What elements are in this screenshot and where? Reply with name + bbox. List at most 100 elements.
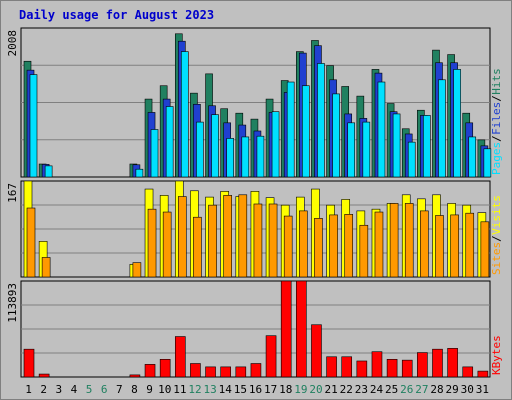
- kbytes-bar-kbytes: [205, 366, 216, 378]
- kbytes-bar-kbytes: [159, 358, 171, 378]
- kbytes-bar-kbytes: [190, 363, 201, 378]
- visits-sites-bar-sites: [374, 211, 384, 278]
- visits-sites-bar-sites: [223, 195, 232, 278]
- kbytes-bar-kbytes: [386, 358, 398, 378]
- legend-visits: Visits: [490, 195, 503, 235]
- day-label-8: 8: [131, 383, 138, 396]
- legend-hits: Hits: [490, 68, 503, 95]
- hits-files-pages-bar-pages: [165, 106, 174, 178]
- hits-files-pages-bar-pages: [286, 81, 295, 178]
- hits-files-pages-bar-pages: [29, 74, 38, 178]
- visits-sites-bar-sites: [420, 210, 429, 278]
- hits-files-pages-bar-pages: [332, 93, 340, 178]
- hits-files-pages-bar-pages: [196, 121, 204, 178]
- hits-files-pages-bar-pages: [150, 129, 159, 178]
- kbytes-bar-kbytes: [341, 356, 353, 378]
- kbytes-bar-kbytes: [432, 348, 443, 378]
- hits-files-pages-bar-pages: [362, 121, 371, 178]
- day-label-19: 19: [294, 383, 307, 396]
- hits-files-pages-bar-pages: [241, 136, 250, 178]
- day-label-18: 18: [279, 383, 292, 396]
- kbytes-bar-kbytes: [311, 324, 322, 378]
- hits-files-pages-bar-pages: [180, 51, 189, 178]
- legend-separator: /: [490, 235, 503, 242]
- hits-files-pages-bar-pages: [438, 79, 446, 178]
- visits-sites-bar-sites: [480, 221, 490, 278]
- day-label-13: 13: [203, 383, 216, 396]
- hits-files-pages-bar-pages: [317, 63, 325, 178]
- chart-title: Daily usage for August 2023: [19, 8, 214, 22]
- hits-files-pages-bar-pages: [407, 141, 416, 178]
- hits-files-pages-bar-pages: [483, 148, 492, 178]
- visits-sites-bar-sites: [283, 215, 293, 278]
- kbytes-bar-kbytes: [477, 370, 489, 378]
- kbytes-bar-kbytes: [144, 364, 156, 378]
- legend-separator: /: [490, 95, 503, 102]
- visits-sites-bar-sites: [389, 203, 399, 278]
- legend-sites: Sites: [490, 242, 503, 275]
- visits-sites-bar-sites: [147, 208, 157, 278]
- legend-pages: Pages: [490, 142, 503, 175]
- day-label-1: 1: [25, 383, 32, 396]
- day-label-30: 30: [461, 383, 474, 396]
- visits-sites-bar-sites: [450, 214, 459, 278]
- legend-kbytes: KBytes: [490, 335, 503, 375]
- hits-files-pages-ymax-label: 2008: [6, 30, 19, 57]
- kbytes-bar-kbytes: [38, 373, 50, 378]
- kbytes-bar-kbytes: [326, 356, 337, 378]
- day-label-2: 2: [40, 383, 47, 396]
- kbytes-bar-kbytes: [462, 366, 474, 378]
- hits-files-pages-bar-pages: [211, 114, 219, 178]
- hits-files-pages-bar-pages: [226, 138, 234, 178]
- day-label-16: 16: [249, 383, 262, 396]
- kbytes-bar-kbytes: [417, 352, 428, 378]
- hits-files-pages-bar-pages: [302, 85, 310, 178]
- day-label-24: 24: [370, 383, 384, 396]
- kbytes-bar-kbytes: [129, 374, 141, 378]
- kbytes-bar-kbytes: [401, 359, 413, 378]
- kbytes-bar-kbytes: [235, 366, 247, 378]
- visits-sites-bar-sites: [404, 203, 414, 278]
- visits-sites-bar-sites: [253, 203, 263, 278]
- day-label-5: 5: [86, 383, 93, 396]
- visits-sites-bar-sites: [41, 257, 51, 278]
- hits-files-pages-bar-pages: [468, 136, 477, 178]
- day-label-28: 28: [430, 383, 443, 396]
- day-label-22: 22: [340, 383, 353, 396]
- hits-files-pages-bar-pages: [135, 168, 144, 178]
- day-label-6: 6: [101, 383, 108, 396]
- hits-files-pages-bar-pages: [453, 69, 461, 178]
- visits-sites-bar-sites: [208, 204, 217, 278]
- hits-files-pages-bar-pages: [377, 81, 386, 178]
- kbytes-bar-kbytes: [280, 280, 292, 378]
- kbytes-bar-kbytes: [356, 360, 368, 378]
- visits-sites-bar-sites: [268, 203, 278, 278]
- day-label-3: 3: [56, 383, 63, 396]
- day-label-7: 7: [116, 383, 123, 396]
- hits-files-pages-bar-pages: [256, 135, 265, 178]
- kbytes-bar-kbytes: [250, 363, 262, 378]
- hits-files-pages-bar-pages: [392, 113, 401, 178]
- day-label-29: 29: [446, 383, 459, 396]
- day-label-31: 31: [476, 383, 489, 396]
- day-label-12: 12: [188, 383, 201, 396]
- legend-files: Files: [490, 102, 503, 135]
- visits-sites-bar-sites: [177, 196, 187, 278]
- kbytes-bar-kbytes: [220, 366, 231, 378]
- visits-sites-bar-sites: [193, 216, 202, 278]
- hits-files-pages-bar-pages: [423, 115, 431, 178]
- day-label-14: 14: [219, 383, 233, 396]
- visits-sites-bar-sites: [132, 262, 142, 278]
- day-label-23: 23: [355, 383, 368, 396]
- legend-separator: /: [490, 135, 503, 142]
- visits-sites-bar-sites: [314, 218, 323, 278]
- visits-sites-bar-sites: [299, 210, 308, 278]
- visits-sites-bar-sites: [465, 212, 475, 278]
- kbytes-bar-kbytes: [174, 336, 186, 378]
- visits-sites-bar-sites: [435, 215, 444, 278]
- kbytes-bar-kbytes: [371, 351, 383, 378]
- hits-files-pages-bar-pages: [271, 111, 280, 178]
- day-label-17: 17: [264, 383, 277, 396]
- hits-files-pages-bar-pages: [347, 122, 356, 178]
- day-label-21: 21: [325, 383, 338, 396]
